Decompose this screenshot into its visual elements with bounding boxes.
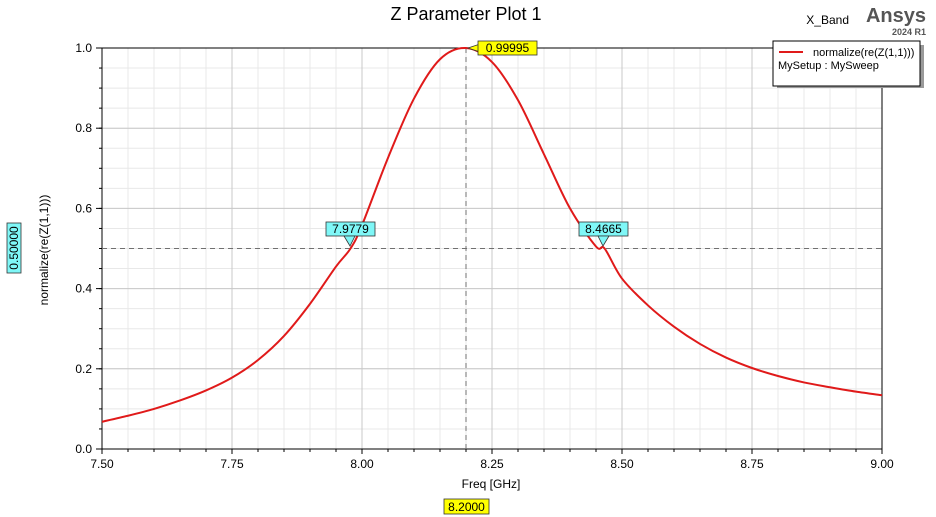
legend[interactable]: normalize(re(Z(1,1))) MySetup : MySweep [772, 40, 924, 88]
left-x-marker[interactable]: 7.9779 [325, 221, 376, 247]
legend-series-name: normalize(re(Z(1,1))) [813, 47, 914, 59]
y-tick-label: 0.6 [75, 201, 92, 215]
y-tick-label: 0.8 [75, 121, 92, 135]
x-axis-title: Freq [GHz] [462, 477, 521, 491]
peak-marker[interactable]: 0.99995 [466, 40, 538, 56]
legend-box [772, 40, 921, 87]
y-tick-label: 0.4 [75, 282, 92, 296]
peak-marker-label: 0.99995 [486, 41, 530, 55]
brand-logo: Ansys [866, 5, 926, 27]
series-line-z11[interactable] [101, 47, 883, 423]
right-x-marker-label: 8.4665 [585, 222, 622, 236]
x-tick-label: 9.00 [870, 457, 894, 471]
y-tick-label: 0.0 [75, 442, 92, 456]
y-tick-labels: 0.0 0.2 0.4 0.6 0.8 1.0 [75, 41, 92, 456]
y-axis-title: normalize(re(Z(1,1))) [37, 195, 51, 306]
y-readout[interactable]: 0.50000 [6, 222, 22, 274]
chart-title: Z Parameter Plot 1 [390, 4, 541, 24]
x-tick-label: 8.50 [610, 457, 634, 471]
x-readout[interactable]: 8.2000 [443, 498, 490, 515]
x-tick-label: 7.50 [90, 457, 114, 471]
y-tick-label: 0.2 [75, 362, 92, 376]
x-tick-label: 8.75 [740, 457, 764, 471]
axis-ticks [96, 47, 883, 454]
x-tick-label: 8.25 [480, 457, 504, 471]
left-x-marker-label: 7.9779 [332, 222, 369, 236]
x-tick-label: 7.75 [220, 457, 244, 471]
brand-version: 2024 R1 [892, 27, 926, 37]
y-tick-label: 1.0 [75, 41, 92, 55]
y-readout-label: 0.50000 [7, 226, 21, 270]
legend-setup: MySetup : MySweep [778, 60, 879, 72]
x-tick-labels: 7.50 7.75 8.00 8.25 8.50 8.75 9.00 [90, 457, 894, 471]
right-x-marker[interactable]: 8.4665 [578, 221, 629, 247]
x-tick-label: 8.00 [350, 457, 374, 471]
design-name: X_Band [806, 13, 849, 27]
markers: 0.99995 7.9779 8.4665 0.50000 8.2000 [6, 40, 629, 515]
x-readout-label: 8.2000 [448, 500, 485, 514]
